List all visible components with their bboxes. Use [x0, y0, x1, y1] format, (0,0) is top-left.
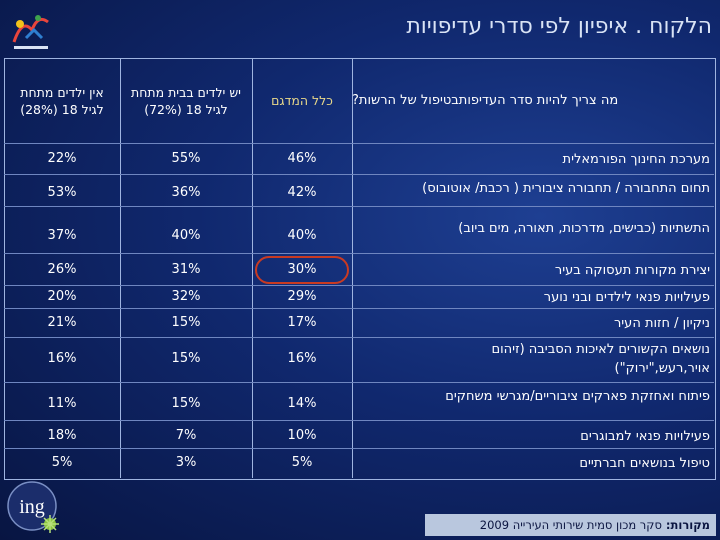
- source-label: מקורות:: [665, 518, 710, 532]
- source-text: סקר מכון סמית שירותי העירייה 2009: [479, 518, 662, 532]
- column-divider: [120, 58, 121, 478]
- nokids-value: 37%: [47, 228, 77, 243]
- row-label: פעילויות פנאי למבוגרים: [580, 429, 710, 444]
- nokids-value: 53%: [47, 185, 77, 200]
- nokids-header: אין ילדים מתחת לגיל 18 (28%): [20, 84, 104, 117]
- row-divider: [4, 253, 714, 254]
- ing-logo-icon: ing: [7, 481, 59, 533]
- row-label: טיפול בנושאים חברתיים: [579, 456, 710, 471]
- kids-value: 36%: [171, 185, 201, 200]
- row-label-continued: אויר,רעש,"ירוק"): [614, 361, 710, 376]
- sample-value: 17%: [287, 315, 317, 330]
- row-divider: [4, 174, 714, 175]
- column-divider: [352, 58, 353, 478]
- page-title: הלקוח . איפיון לפי סדרי עדיפויות: [406, 14, 712, 39]
- nokids-value: 11%: [47, 396, 77, 411]
- sample-value: 14%: [287, 396, 317, 411]
- row-label: ניקיון / חזות העיר: [613, 316, 710, 331]
- row-divider: [4, 448, 714, 449]
- kids-value: 40%: [171, 228, 201, 243]
- row-label: פיתוח ואחזקת פארקים ציבוריים/מגרשי משחקי…: [445, 389, 710, 404]
- sample-value: 29%: [287, 289, 317, 304]
- nokids-value: 22%: [47, 151, 77, 166]
- priorities-table: [4, 58, 716, 480]
- kids-value: 15%: [171, 351, 201, 366]
- row-divider: [4, 308, 714, 309]
- sample-value: 30%: [287, 262, 317, 277]
- nokids-value: 20%: [47, 289, 77, 304]
- kids-header: יש ילדים בבית מתחת לגיל 18 (72%): [131, 84, 241, 117]
- sample-value: 46%: [287, 151, 317, 166]
- row-label: התשתיות (כבישים, מדרכות, תאורה, מים ביוב…: [458, 221, 710, 236]
- nokids-value: 21%: [47, 315, 77, 330]
- source-footer: מקורות: סקר מכון סמית שירותי העירייה 200…: [425, 514, 716, 536]
- row-divider: [4, 206, 714, 207]
- row-label: נושאים הקשורים לאיכות הסביבה (זיהום: [491, 342, 711, 357]
- sample-value: 5%: [291, 455, 313, 470]
- sample-value: 40%: [287, 228, 317, 243]
- kids-value: 32%: [171, 289, 201, 304]
- row-label: פעילויות פנאי לילדים ובני נוער: [543, 290, 710, 305]
- kids-value: 31%: [171, 262, 201, 277]
- nokids-value: 16%: [47, 351, 77, 366]
- row-label: מערכת החינוך הפורמאלית: [562, 152, 710, 167]
- kids-value: 15%: [171, 396, 201, 411]
- sample-value: 10%: [287, 428, 317, 443]
- sample-header: כלל המדגם: [271, 93, 333, 108]
- kids-value: 55%: [171, 151, 201, 166]
- row-label: תחום התחבורה / תחבורה ציבורית ( רכבת/ או…: [422, 181, 710, 196]
- sample-value: 16%: [287, 351, 317, 366]
- kids-value: 7%: [175, 428, 197, 443]
- row-label: יצירת מקורות תעסוקה בעיר: [554, 263, 710, 278]
- nokids-value: 5%: [51, 455, 73, 470]
- nokids-value: 18%: [47, 428, 77, 443]
- row-divider: [4, 143, 714, 144]
- question-header: מה צריך להיות סדר העדיפותבטיפול של הרשות…: [352, 93, 619, 108]
- sample-value: 42%: [287, 185, 317, 200]
- row-divider: [4, 285, 714, 286]
- ing-logo-text: ing: [19, 496, 45, 518]
- row-divider: [4, 420, 714, 421]
- city-logo-icon: [12, 15, 49, 49]
- nokids-value: 26%: [47, 262, 77, 277]
- column-divider: [252, 58, 253, 478]
- row-divider: [4, 382, 714, 383]
- highlight-circle: [255, 256, 349, 284]
- kids-value: 15%: [171, 315, 201, 330]
- kids-value: 3%: [175, 455, 197, 470]
- row-divider: [4, 337, 714, 338]
